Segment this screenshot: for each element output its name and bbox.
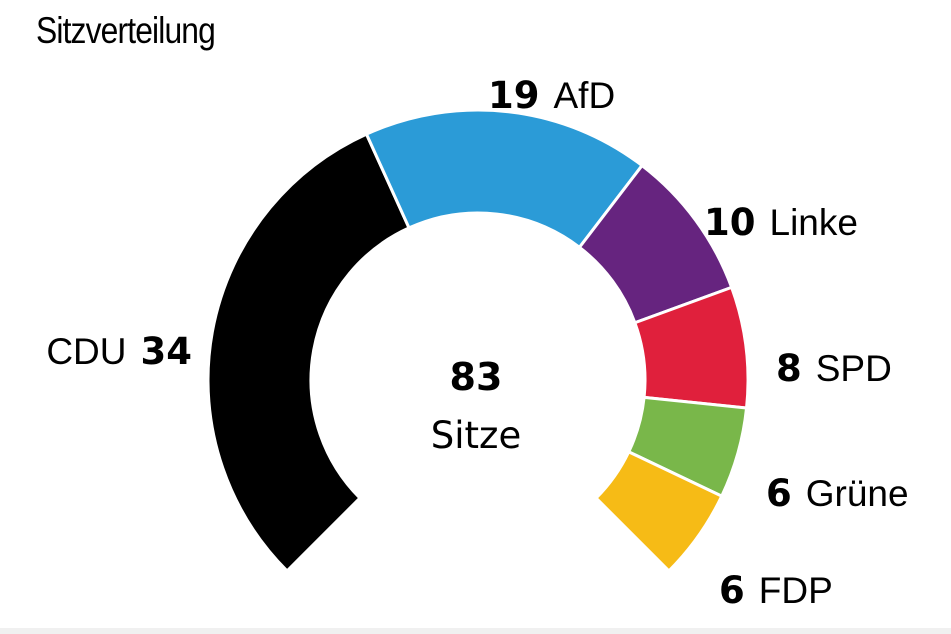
party-label-fdp: 6 FDP (719, 569, 833, 612)
party-seats-fdp: 6 (719, 569, 745, 612)
party-seats-afd: 19 (488, 74, 540, 117)
party-label-spd: 8 SPD (776, 347, 892, 390)
party-label-grüne: 6 Grüne (766, 472, 909, 515)
total-seats-value: 83 (450, 355, 503, 399)
arc-segment-fdp (593, 449, 724, 574)
party-seats-spd: 8 (776, 347, 802, 390)
chart-title: Sitzverteilung (36, 10, 216, 51)
arc-segment-cdu (206, 132, 412, 574)
party-seats-linke: 10 (704, 201, 756, 244)
arc-segments (206, 108, 750, 574)
party-seats-grüne: 6 (766, 472, 792, 515)
party-name-fdp: FDP (759, 570, 833, 611)
party-seats-cdu: 34 (141, 330, 193, 373)
total-seats-label: Sitze (431, 414, 521, 457)
party-name-linke: Linke (770, 202, 858, 243)
arc-segment-afd (364, 108, 645, 250)
party-name-afd: AfD (554, 75, 616, 116)
party-label-cdu: CDU 34 (46, 330, 192, 373)
party-label-afd: 19 AfD (488, 74, 615, 117)
party-labels: CDU 34 19 AfD 10 Linke 8 SPD 6 Grüne 6 FDP (46, 74, 908, 612)
footer-bar (0, 628, 951, 634)
party-name-grüne: Grüne (806, 473, 909, 514)
party-name-cdu: CDU (46, 331, 126, 372)
party-label-linke: 10 Linke (704, 201, 858, 244)
party-name-spd: SPD (816, 348, 892, 389)
